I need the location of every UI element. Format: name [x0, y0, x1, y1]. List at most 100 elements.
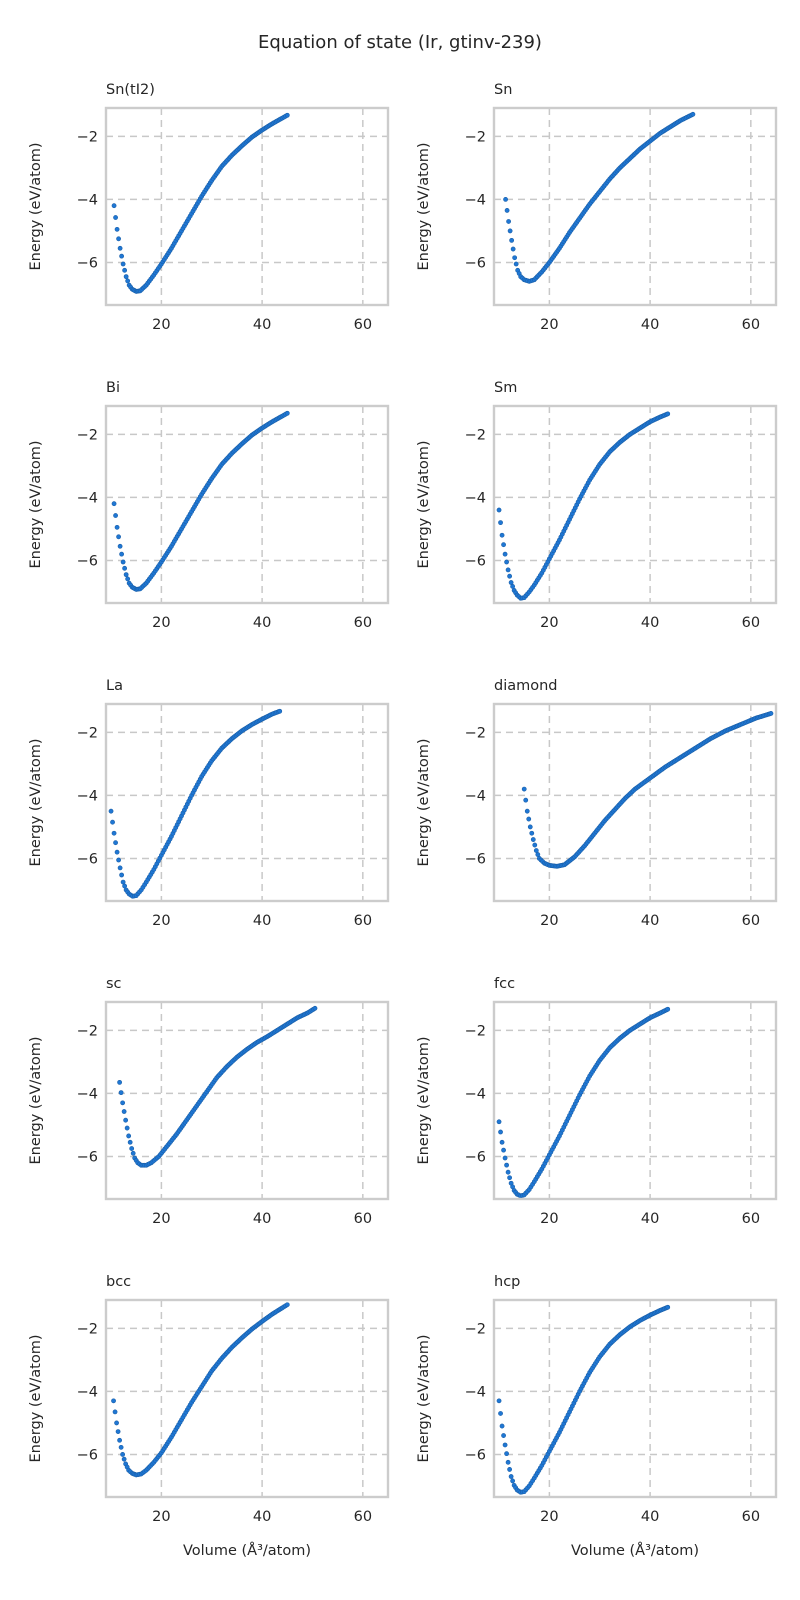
data-point	[116, 236, 121, 242]
panel-bcc: bcc 20 40 60 −6 −4 −2 Energy (eV/atom) Volume (Å…	[28, 1274, 390, 1559]
y-tick-label: −6	[465, 1149, 486, 1165]
data-point	[110, 819, 115, 825]
data-point	[523, 797, 529, 803]
data-point	[117, 543, 123, 549]
data-point	[117, 245, 123, 251]
data-point	[120, 559, 126, 565]
data-point	[502, 1442, 508, 1448]
y-axis-label: Energy (eV/atom)	[28, 739, 44, 867]
x-tick-label: 40	[641, 317, 659, 333]
y-tick-label: −4	[77, 788, 98, 804]
data-point	[505, 1169, 511, 1175]
data-point	[117, 865, 123, 871]
x-tick-label: 20	[152, 317, 170, 333]
x-tick-label: 60	[742, 1211, 760, 1227]
data-point	[117, 1437, 122, 1443]
y-tick-label: −4	[465, 1086, 486, 1102]
data-point	[498, 1129, 503, 1135]
x-tick-label: 60	[354, 1211, 372, 1227]
x-tick-label: 20	[540, 913, 558, 929]
axes-frame	[104, 106, 390, 307]
panel-title: bcc	[106, 1274, 131, 1290]
data-point	[768, 711, 774, 716]
data-point	[312, 1005, 318, 1011]
series-points	[111, 410, 290, 592]
data-point	[530, 837, 536, 842]
data-point	[529, 830, 535, 836]
data-point	[129, 1146, 135, 1151]
y-tick-label: −2	[77, 725, 98, 741]
y-tick-label: −4	[465, 490, 486, 506]
data-point	[504, 1451, 509, 1457]
axes-frame	[492, 106, 778, 307]
panel-fcc: fcc 20 40 60 −6 −4 −2 Energy (eV/atom)	[416, 976, 778, 1227]
panel-sc: sc 20 40 60 −6 −4 −2 Energy (eV/atom)	[28, 976, 390, 1227]
x-tick-label: 40	[253, 913, 271, 929]
data-point	[121, 1456, 127, 1462]
data-point	[507, 228, 513, 234]
axes-frame	[104, 1000, 390, 1201]
y-tick-label: −2	[465, 725, 486, 741]
data-point	[510, 1478, 516, 1484]
data-point	[124, 1125, 130, 1131]
x-axis-label: Volume (Å³/atom)	[183, 1542, 311, 1559]
data-point	[111, 203, 117, 209]
y-tick-label: −2	[465, 1023, 486, 1039]
data-point	[112, 1409, 118, 1415]
data-point	[277, 708, 283, 714]
data-point	[113, 215, 118, 220]
y-tick-label: −2	[465, 427, 486, 443]
y-tick-label: −2	[77, 427, 98, 443]
data-point	[125, 278, 131, 284]
y-axis-label: Energy (eV/atom)	[28, 1037, 44, 1165]
y-tick-label: −6	[77, 851, 98, 867]
data-point	[499, 1139, 505, 1145]
panel-title: Sm	[494, 380, 517, 396]
panel-title: fcc	[494, 976, 515, 992]
y-tick-label: −4	[465, 1384, 486, 1400]
y-tick-label: −4	[77, 192, 98, 208]
data-point	[504, 559, 509, 565]
panel-title: sc	[106, 976, 122, 992]
data-point	[120, 1100, 126, 1106]
data-point	[690, 111, 696, 117]
series-points	[496, 1304, 671, 1495]
y-tick-label: −6	[77, 1447, 98, 1463]
panel-title: hcp	[494, 1274, 520, 1290]
data-point	[123, 572, 129, 578]
data-point	[118, 1090, 124, 1096]
data-point	[532, 842, 538, 848]
data-point	[501, 1147, 506, 1153]
data-point	[507, 1175, 513, 1181]
panel-title: Bi	[106, 380, 120, 396]
panel-sn-ti2: Sn(tI2) 20 40 60 −6 −4 −2 Energy (eV/atom)	[28, 82, 390, 333]
y-tick-label: −2	[77, 1023, 98, 1039]
y-tick-label: −2	[77, 129, 98, 145]
data-point	[496, 1119, 502, 1125]
data-point	[665, 1304, 671, 1310]
data-point	[501, 542, 506, 548]
data-point	[509, 237, 515, 243]
x-tick-label: 20	[540, 1509, 558, 1525]
panel-bi: Bi 20 40 60 −6 −4 −2 Energy (eV/atom)	[28, 380, 390, 631]
x-tick-label: 20	[152, 1509, 170, 1525]
data-point	[125, 576, 131, 582]
data-point	[521, 786, 527, 792]
axes-frame	[104, 1298, 390, 1499]
y-tick-label: −6	[465, 255, 486, 271]
data-point	[127, 1139, 133, 1145]
y-tick-label: −4	[77, 490, 98, 506]
data-point	[120, 261, 126, 267]
data-point	[111, 830, 117, 836]
x-tick-label: 60	[354, 913, 372, 929]
x-tick-label: 40	[253, 1509, 271, 1525]
x-tick-label: 40	[253, 615, 271, 631]
x-tick-label: 20	[540, 1211, 558, 1227]
data-point	[114, 849, 120, 855]
y-axis-label: Energy (eV/atom)	[416, 739, 432, 867]
data-point	[505, 1459, 511, 1465]
y-tick-label: −6	[465, 553, 486, 569]
data-point	[123, 274, 129, 280]
y-axis-label: Energy (eV/atom)	[416, 1037, 432, 1165]
